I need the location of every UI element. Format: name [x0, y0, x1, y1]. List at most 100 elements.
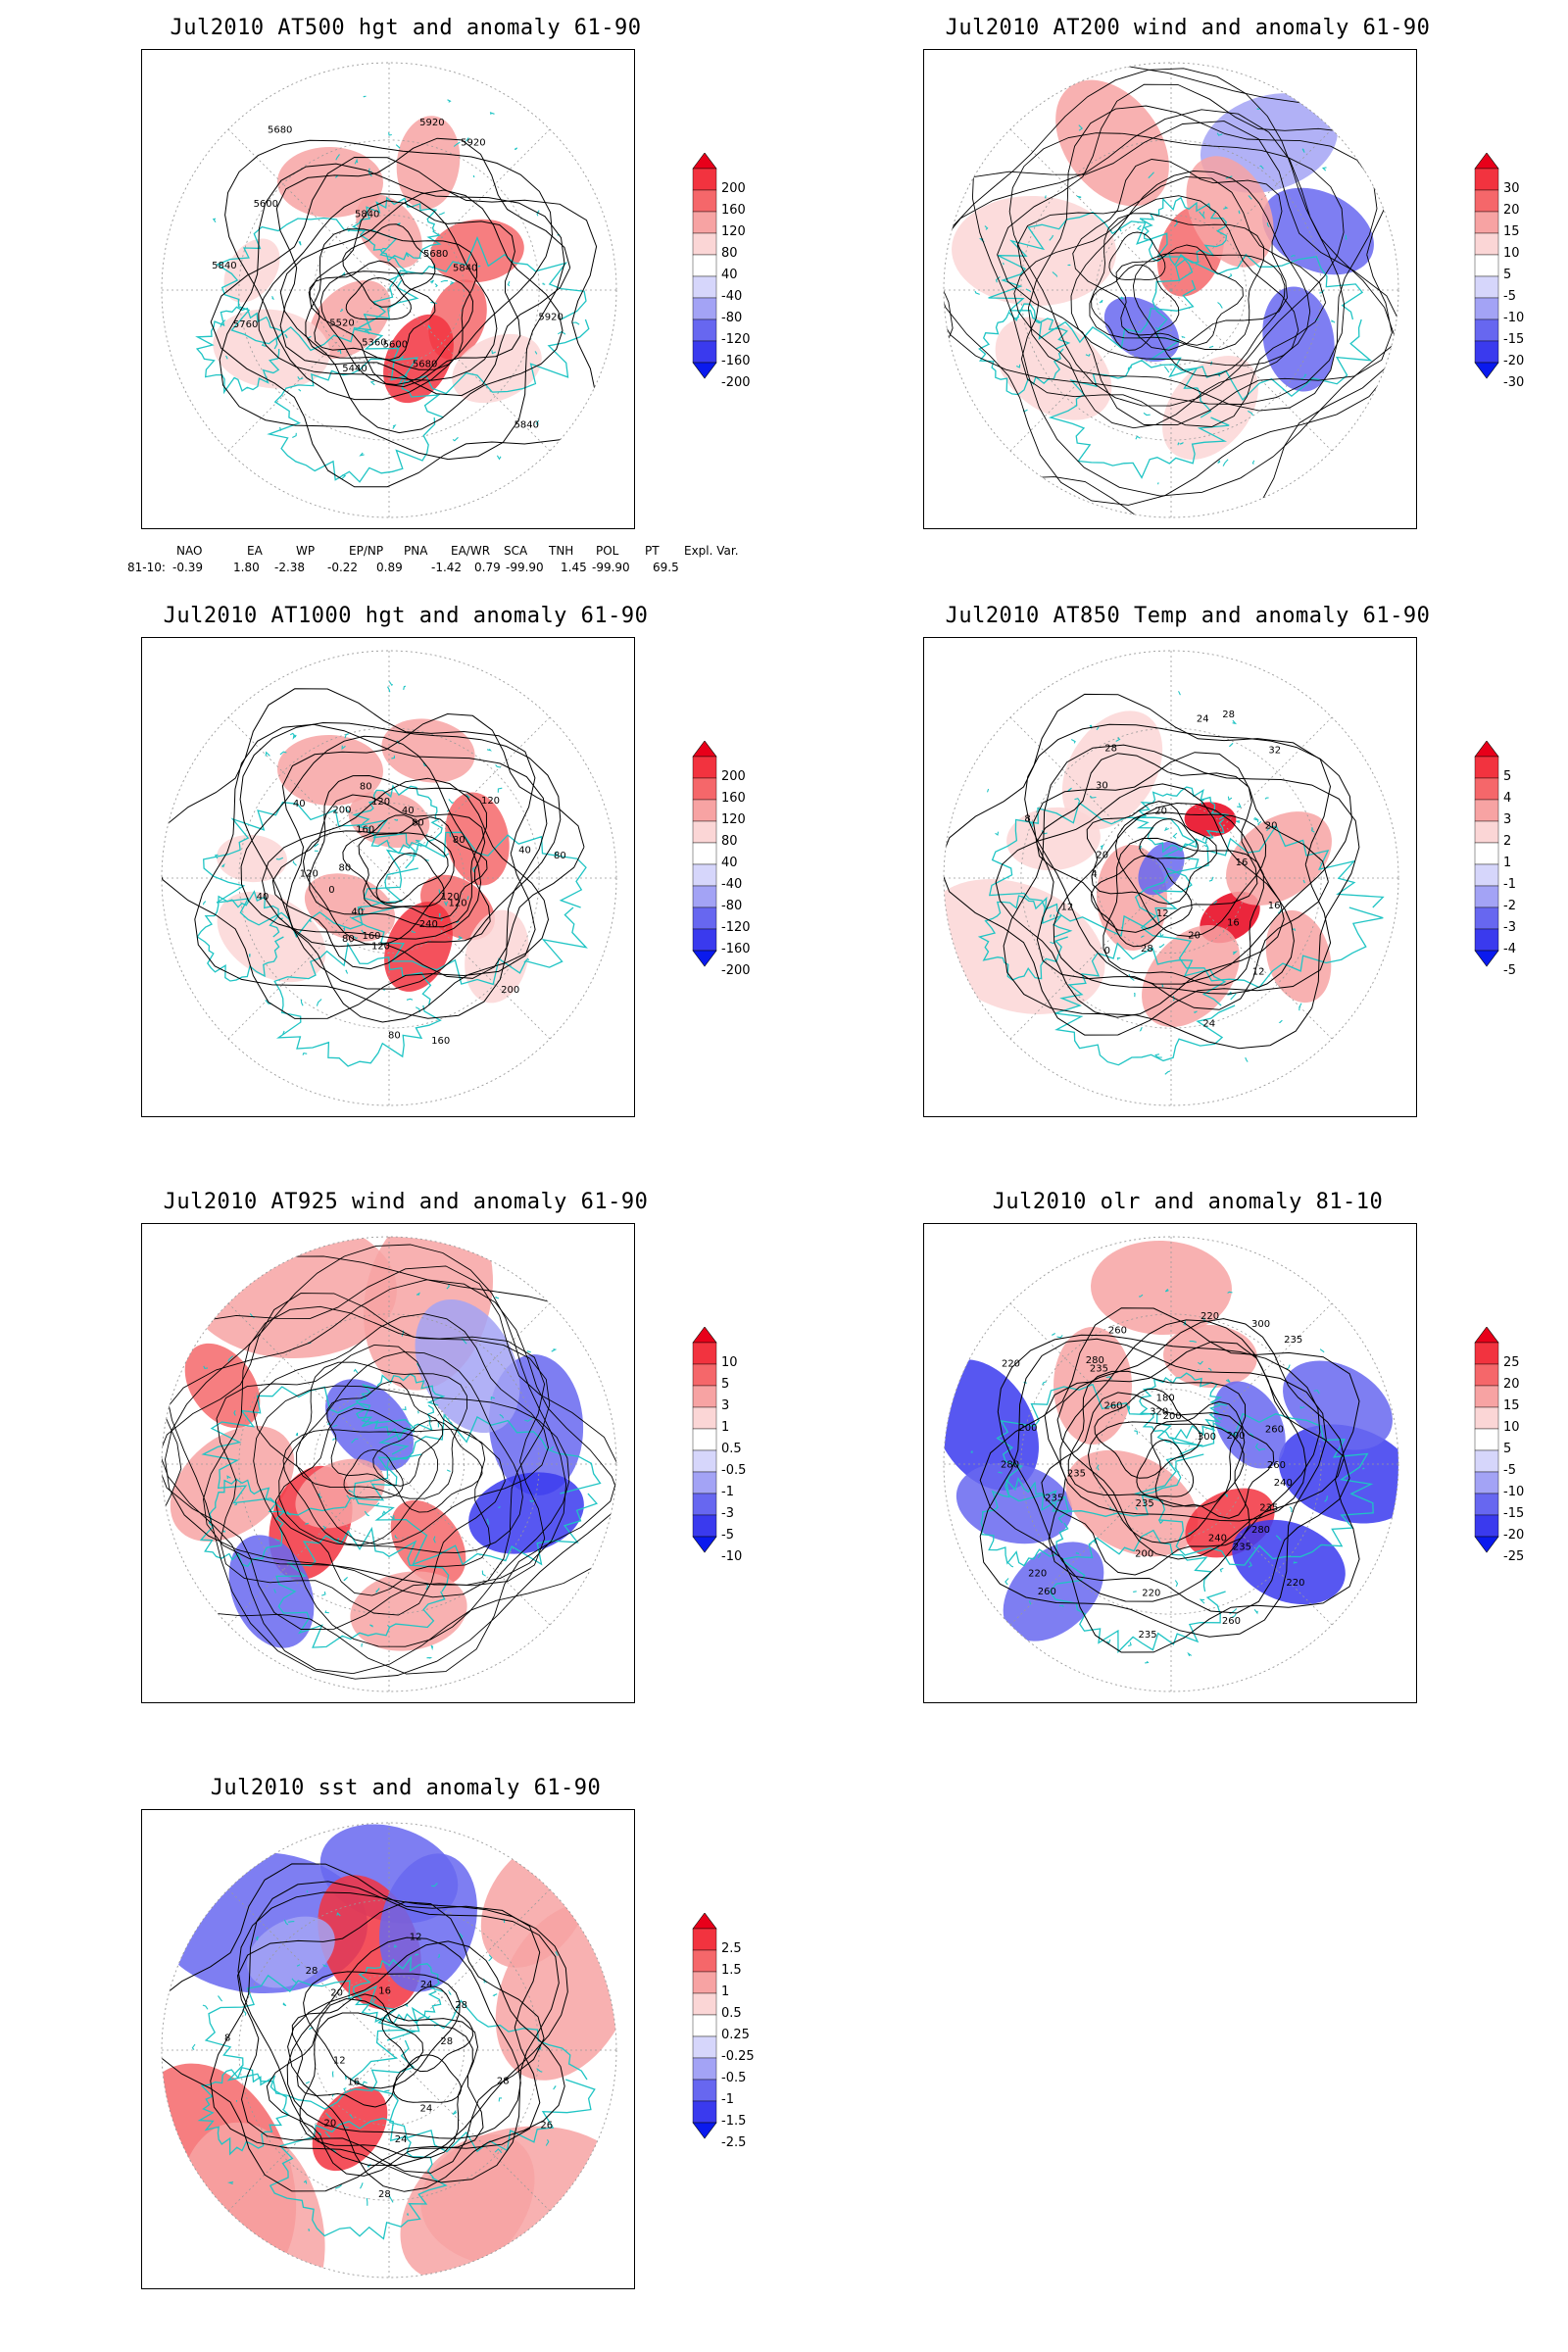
colorbar-label: 1	[721, 1984, 730, 1999]
coastline	[1134, 1430, 1138, 1435]
contour-label: 16	[347, 2077, 360, 2087]
coastline	[387, 1624, 391, 1629]
coastline	[1293, 1561, 1298, 1564]
contour-label: 160	[431, 1036, 450, 1047]
colorbar-swatch	[692, 1449, 717, 1473]
colorbar-label: 20	[1503, 203, 1520, 218]
coastline	[486, 748, 492, 752]
coastline	[1141, 935, 1145, 939]
contour-label: 300	[1251, 1319, 1270, 1330]
coastline	[1231, 1613, 1237, 1618]
map-frame: 16 16 12 20 24 12 28 0 12 4 20 8 30 28 20 24 28 32 20 16	[923, 637, 1417, 1117]
contour-label: 235	[1045, 1494, 1063, 1504]
map-content: 5920584056805600536054405520576058405600…	[162, 63, 616, 517]
colorbar-swatch	[692, 1471, 717, 1494]
colorbar-swatch	[1474, 1514, 1499, 1538]
coastline	[553, 2085, 557, 2090]
streamline	[1091, 264, 1180, 351]
coastline	[384, 2089, 390, 2092]
colorbar-label: 1.5	[721, 1963, 742, 1978]
contour-label: 12	[333, 2056, 346, 2067]
map-frame	[141, 1223, 635, 1703]
anomaly-area	[1163, 1324, 1257, 1389]
coastline	[1259, 165, 1264, 170]
coastline	[1202, 211, 1205, 220]
coastline	[1254, 816, 1259, 823]
coastline	[984, 225, 989, 230]
map-boundary	[943, 62, 1399, 518]
index-value: 1.45	[561, 561, 587, 574]
colorbar-label: -200	[721, 963, 751, 978]
contour-label: 28	[440, 2036, 453, 2047]
colorbar-arrow-top	[1474, 741, 1499, 758]
colorbar-swatch	[1474, 254, 1499, 277]
colorbar-swatch	[1474, 799, 1499, 822]
coastline	[1238, 210, 1241, 215]
coastline	[995, 276, 1001, 283]
contour-label: 200	[1135, 1549, 1153, 1560]
colorbar-swatch	[1474, 1449, 1499, 1473]
coastline	[321, 1964, 327, 1968]
coastline	[499, 1413, 505, 1419]
coastline	[427, 324, 431, 329]
meridian	[227, 1302, 390, 1465]
contour-label: 220	[1142, 1589, 1160, 1599]
coastline	[422, 762, 427, 767]
colorbar-swatches	[1474, 153, 1499, 379]
anomaly-area	[1091, 1240, 1232, 1336]
coastline	[1128, 1642, 1132, 1647]
streamline	[164, 1255, 616, 1680]
coastline	[1210, 361, 1212, 366]
coastline	[286, 1511, 292, 1516]
contour-line	[162, 688, 536, 1019]
coastline	[1217, 1416, 1223, 1420]
map-boundary	[161, 1236, 617, 1692]
coastline	[396, 345, 402, 349]
colorbar-label: 25	[1503, 1355, 1520, 1370]
coastline	[324, 2131, 331, 2138]
coastline	[1301, 148, 1305, 153]
coastline	[1139, 1294, 1144, 1298]
coastline	[1275, 1535, 1282, 1542]
contour-line	[1053, 802, 1295, 995]
contour-label: 200	[501, 985, 519, 996]
index-header: EP/NP	[349, 544, 384, 558]
colorbar-swatch	[1474, 885, 1499, 908]
colorbar-label: -1.5	[721, 2114, 747, 2129]
meridian	[227, 128, 390, 291]
contour-label: 24	[1202, 1019, 1215, 1030]
coastline	[298, 388, 302, 392]
anomaly-area	[995, 317, 1112, 420]
contour-label: 12	[410, 1933, 422, 1943]
contour-label: 200	[1226, 1431, 1245, 1442]
coastline	[1105, 1376, 1112, 1380]
coastline	[1208, 876, 1214, 882]
contour-label: 28	[1222, 710, 1235, 720]
colorbar-swatch	[692, 1363, 717, 1387]
contour-line	[1094, 1388, 1201, 1479]
contour-label: 260	[1265, 1424, 1284, 1435]
coastline	[416, 1410, 419, 1414]
contour-line	[308, 200, 521, 388]
colorbar-label: -4	[1503, 942, 1516, 956]
anomaly-area	[452, 333, 542, 404]
colorbar-label: 2	[1503, 834, 1512, 849]
latitude-circle	[1020, 1313, 1322, 1615]
meridian	[1170, 716, 1333, 879]
colorbar-swatch	[692, 1342, 717, 1365]
contour-line	[1044, 1341, 1350, 1614]
contour-label: 20	[1154, 806, 1167, 816]
coastline	[1311, 827, 1315, 833]
coastline	[1077, 195, 1082, 199]
coastline	[1154, 326, 1161, 330]
streamline	[1108, 231, 1166, 280]
panel-title: Jul2010 olr and anomaly 81-10	[992, 1190, 1384, 1214]
colorbar-swatch	[1474, 275, 1499, 299]
map-content: 2602352202802352402602352202002352602202…	[944, 1237, 1398, 1691]
colorbar-label: 3	[1503, 812, 1512, 827]
contour-label: 80	[453, 835, 466, 846]
contour-label: 5440	[342, 364, 367, 374]
coastline	[388, 681, 394, 687]
colorbar-label: 10	[721, 1355, 738, 1370]
